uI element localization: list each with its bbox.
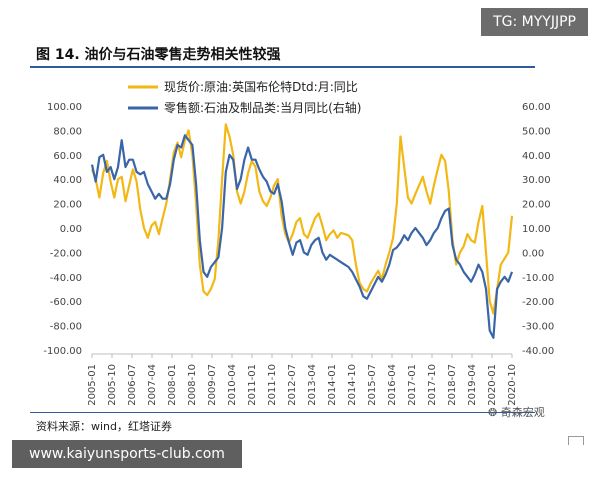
- x-tick-label: 2006-07: [127, 364, 138, 406]
- left-tick-label: 0.00: [60, 224, 82, 235]
- legend-label-retail: 零售额:石油及制品类:当月同比(右轴): [164, 100, 361, 115]
- x-tick-label: 2011-10: [267, 364, 278, 406]
- x-tick-label: 2008-10: [187, 364, 198, 406]
- x-tick-label: 2018-07: [447, 364, 458, 406]
- x-tick-label: 2007-04: [147, 364, 158, 406]
- left-tick-label: 60.00: [53, 151, 82, 162]
- left-tick-label: 100.00: [47, 102, 82, 113]
- left-tick-label: -80.00: [50, 322, 82, 333]
- series-line-spot-price: [90, 123, 514, 315]
- x-tick-label: 2005-10: [107, 364, 118, 406]
- left-axis: 100.00 80.00 60.00 40.00 20.00 0.00 -20.00 -40.…: [43, 102, 82, 357]
- x-tick-label: 2020-10: [507, 364, 518, 406]
- x-tick-label: 2012-07: [287, 364, 298, 406]
- x-tick-label: 2020-01: [487, 364, 498, 406]
- right-tick-label: -20.00: [522, 297, 554, 308]
- left-tick-label: -100.00: [43, 346, 82, 357]
- left-tick-label: 40.00: [53, 175, 82, 186]
- wechat-watermark: ❂ 奇森宏观: [488, 404, 545, 420]
- series-layer: [90, 123, 514, 339]
- left-tick-label: -20.00: [50, 248, 82, 259]
- x-tick-label: 2010-04: [227, 364, 238, 406]
- x-tick-label: 2008-01: [167, 364, 178, 406]
- right-tick-label: 0.00: [522, 248, 544, 259]
- right-tick-label: 20.00: [522, 200, 551, 211]
- right-tick-label: -40.00: [522, 346, 554, 357]
- right-tick-label: 60.00: [522, 102, 551, 113]
- right-tick-label: 10.00: [522, 224, 551, 235]
- corner-mark: [568, 436, 584, 445]
- x-tick-label: 2011-01: [247, 364, 258, 406]
- x-tick-label: 2013-04: [307, 364, 318, 406]
- figure-title: 图 14. 油价与石油零售走势相关性较强: [36, 47, 281, 63]
- series-line-retail-sales: [90, 134, 514, 339]
- x-tick-label: 2014-10: [347, 364, 358, 406]
- bottom-divider: [30, 412, 535, 413]
- x-tick-label: 2009-07: [207, 364, 218, 406]
- telegram-badge: TG: MYYJJPP: [481, 8, 588, 36]
- right-tick-label: -30.00: [522, 322, 554, 333]
- watermark-text: 奇森宏观: [500, 406, 545, 419]
- x-axis: 2005-01 2005-10 2006-07 2007-04 2008-01 2008-…: [87, 353, 518, 406]
- right-axis: 60.00 50.00 40.00 30.00 20.00 10.00 0.00 -10.00…: [522, 102, 554, 357]
- x-tick-label: 2015-07: [367, 364, 378, 406]
- x-tick-label: 2016-04: [387, 364, 398, 406]
- right-tick-label: -10.00: [522, 273, 554, 284]
- wechat-icon: ❂: [488, 406, 501, 419]
- legend-label-spot: 现货价:原油:英国布伦特Dtd:月:同比: [164, 79, 358, 94]
- x-tick-label: 2014-01: [327, 364, 338, 406]
- x-tick-label: 2005-01: [87, 364, 98, 406]
- left-tick-label: 20.00: [53, 200, 82, 211]
- right-tick-label: 50.00: [522, 126, 551, 137]
- x-tick-label: 2019-04: [467, 364, 478, 406]
- chart-legend: 现货价:原油:英国布伦特Dtd:月:同比 零售额:石油及制品类:当月同比(右轴): [128, 79, 361, 115]
- source-note: 资料来源：wind，红塔证券: [36, 420, 173, 433]
- right-tick-label: 40.00: [522, 151, 551, 162]
- right-tick-label: 30.00: [522, 175, 551, 186]
- x-tick-label: 2017-10: [427, 364, 438, 406]
- left-tick-label: -40.00: [50, 273, 82, 284]
- left-tick-label: 80.00: [53, 126, 82, 137]
- site-url-banner[interactable]: www.kaiyunsports-club.com: [12, 440, 242, 468]
- left-tick-label: -60.00: [50, 297, 82, 308]
- title-divider: [30, 66, 535, 68]
- x-tick-label: 2017-01: [407, 364, 418, 406]
